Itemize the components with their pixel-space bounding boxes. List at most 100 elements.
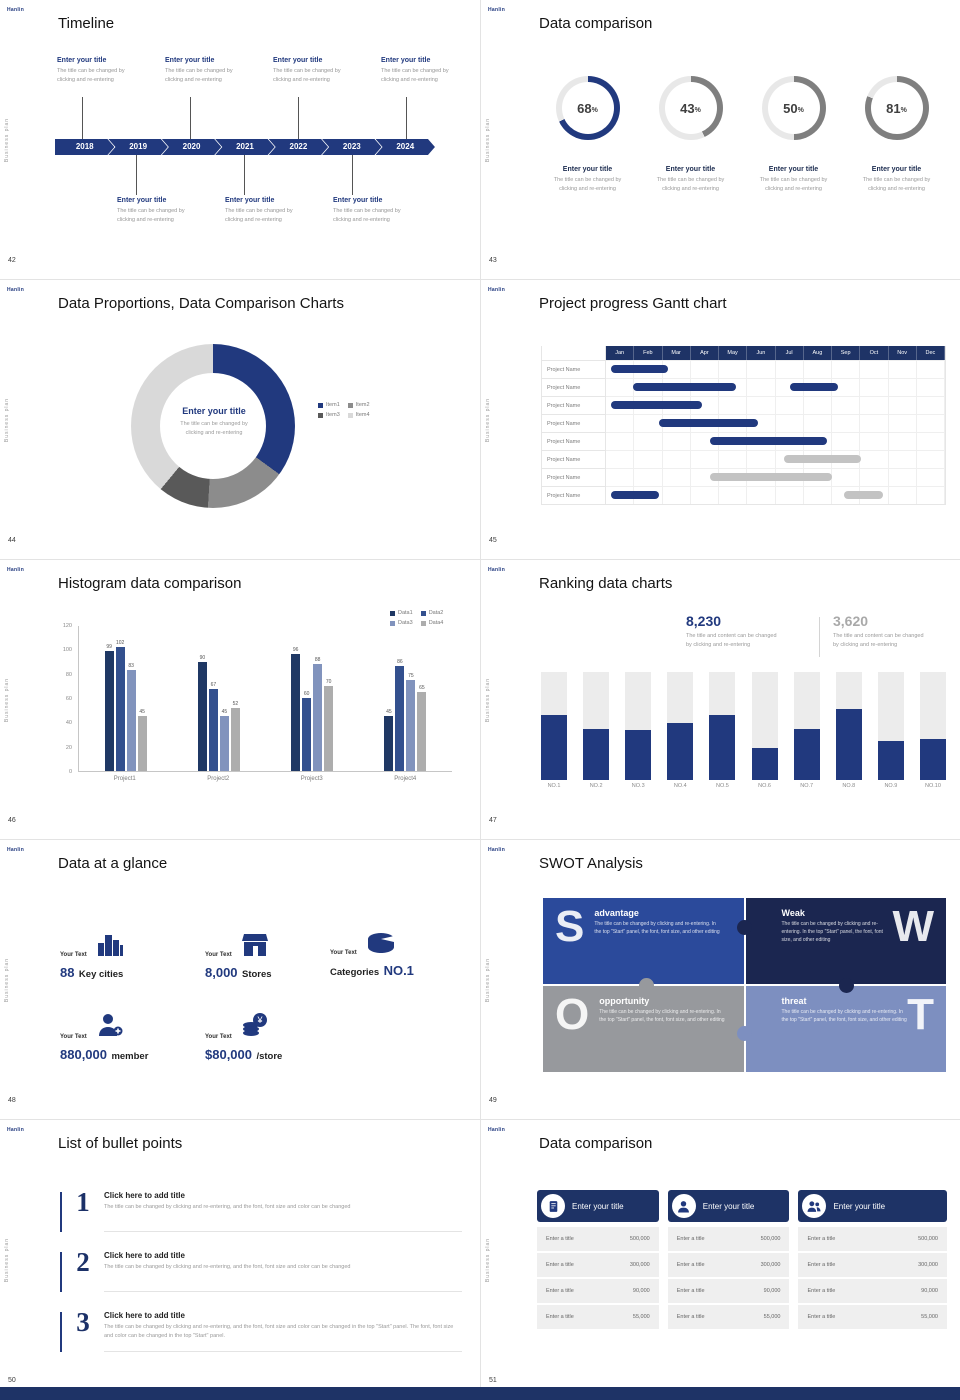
rank-bar-fill	[667, 722, 694, 780]
x-axis-label: Project3	[300, 776, 323, 782]
gantt-cell	[690, 486, 719, 504]
rank-label: NO.5	[716, 783, 729, 789]
gantt-cell	[719, 468, 748, 486]
slide-46-histogram: Hanlin Business plan 46 Histogram data c…	[0, 560, 480, 840]
bullet-number: 2	[76, 1247, 90, 1277]
x-axis-label: Project1	[113, 776, 136, 782]
stat-header: Your Text ¥	[205, 1012, 282, 1043]
gantt-month-header: May	[719, 346, 748, 360]
svg-text:¥: ¥	[256, 1015, 263, 1025]
legend-item: Item1	[318, 402, 340, 408]
legend-swatch	[420, 610, 426, 616]
gantt-month-header: Aug	[803, 346, 832, 360]
timeline-entry-desc: clicking and re-entering	[333, 217, 390, 224]
legend-label: Item1	[326, 402, 340, 408]
gantt-cell	[606, 486, 635, 504]
gantt-cell	[662, 414, 691, 432]
bar	[230, 707, 240, 771]
bar-wrap: 86	[395, 659, 405, 771]
card-row-value: 500,000	[760, 1236, 781, 1242]
timeline-entry: Enter your title The title can be changed…	[333, 197, 433, 225]
timeline-entry-title: Enter your title	[273, 57, 323, 64]
timeline-year-chevron: 2024	[376, 139, 435, 155]
card-row-label: Enter a title	[807, 1236, 836, 1242]
gantt-cell	[747, 360, 776, 378]
gantt-cell	[690, 468, 719, 486]
stat-number: 880,000	[60, 1047, 107, 1062]
bar-value-label: 102	[115, 639, 125, 646]
bar-wrap: 45	[219, 709, 229, 771]
gantt-cell	[860, 378, 889, 396]
slide-title: Histogram data comparison	[58, 575, 242, 592]
legend-item: Item3	[318, 412, 340, 418]
stat-block-primary: 8,230 The title and content can be chang…	[686, 613, 816, 650]
gantt-month-header: Jun	[747, 346, 776, 360]
donut-center-desc: The title can be changed by	[180, 421, 248, 427]
brand-logo: Hanlin	[7, 7, 25, 13]
card-row-label: Enter a title	[676, 1262, 705, 1268]
swot-letter-s: S	[555, 902, 585, 951]
brand-logo: Hanlin	[7, 847, 25, 853]
card-row: Enter a title 55,000	[798, 1305, 947, 1331]
timeline-entry-title: Enter your title	[333, 197, 383, 204]
gantt-cell	[634, 414, 663, 432]
slide-43-data-comparison: Hanlin Business plan 43 Data comparison …	[480, 0, 960, 280]
gantt-cell	[719, 450, 748, 468]
slide-title: Project progress Gantt chart	[539, 295, 727, 312]
gantt-cell	[719, 486, 748, 504]
stat-number: $80,000	[205, 1047, 252, 1062]
timeline-entry-desc: clicking and re-entering	[117, 217, 174, 224]
donut-stat-desc: clicking and re-entering	[868, 186, 925, 193]
donut-percent: 50	[783, 100, 798, 116]
stat-unit: Stores	[242, 969, 272, 980]
donut-stat-desc: The title can be changed by	[862, 177, 931, 183]
card-body: Enter a title 500,000 Enter a title 300,000…	[667, 1227, 790, 1331]
brand-logo: Hanlin	[7, 1127, 25, 1133]
donut-chart	[131, 344, 295, 508]
percent-sign: %	[591, 107, 598, 114]
card-title: Enter your title	[833, 1201, 886, 1211]
swot-quad-title: Weak	[781, 908, 805, 918]
donut-stat-title: Enter your title	[562, 166, 613, 173]
gantt-cell	[803, 396, 832, 414]
swot-quad-desc: The title can be changed by clicking and…	[781, 921, 883, 943]
rank-bar-fill	[709, 715, 736, 780]
card-row-label: Enter a title	[807, 1314, 836, 1320]
rank-column: NO.8	[835, 672, 862, 789]
donut-percent: 68	[577, 100, 592, 116]
legend-swatch	[420, 620, 426, 626]
gantt-cell	[775, 468, 804, 486]
side-label: Business plan	[485, 677, 491, 722]
brand-logo: Hanlin	[7, 567, 25, 573]
bar-group: 45 86 75 65	[384, 659, 427, 771]
slide-49-swot: Hanlin Business plan 49 SWOT Analysis S …	[480, 840, 960, 1120]
legend-swatch	[318, 402, 323, 408]
bullet-title: Click here to add title	[104, 1311, 185, 1320]
gantt-cell	[634, 396, 663, 414]
rank-label: NO.1	[547, 783, 561, 789]
puzzle-knob	[737, 1026, 752, 1041]
percent-sign: %	[694, 107, 701, 114]
stat-desc: The title and content can be changed by …	[833, 632, 951, 650]
rank-label: NO.6	[758, 783, 771, 789]
bar-value-label: 45	[139, 709, 145, 716]
x-axis-labels: Project1 Project2 Project3 Project4	[78, 776, 452, 782]
gantt-cell	[775, 396, 804, 414]
rank-bar-bg	[709, 672, 736, 780]
donut-ring: 43%	[658, 76, 723, 140]
timeline-entry: Enter your title The title can be changed…	[273, 57, 373, 85]
gantt-cell	[916, 396, 945, 414]
gantt-cell	[662, 450, 691, 468]
gantt-month-header: Feb	[634, 346, 663, 360]
bar-value-label: 65	[419, 684, 425, 691]
stat-stores: Your Text 8,000 Stores	[205, 932, 272, 982]
page-number: 42	[8, 257, 16, 264]
gantt-cell	[860, 360, 889, 378]
side-label: Business plan	[4, 1237, 10, 1282]
gantt-cell	[606, 450, 635, 468]
puzzle-knob	[737, 920, 752, 935]
swot-letter-t: T	[907, 990, 934, 1039]
stat-number: 8,000	[205, 965, 238, 980]
slide-title: Timeline	[58, 15, 115, 32]
stat-value: $80,000 /store	[205, 1046, 282, 1064]
